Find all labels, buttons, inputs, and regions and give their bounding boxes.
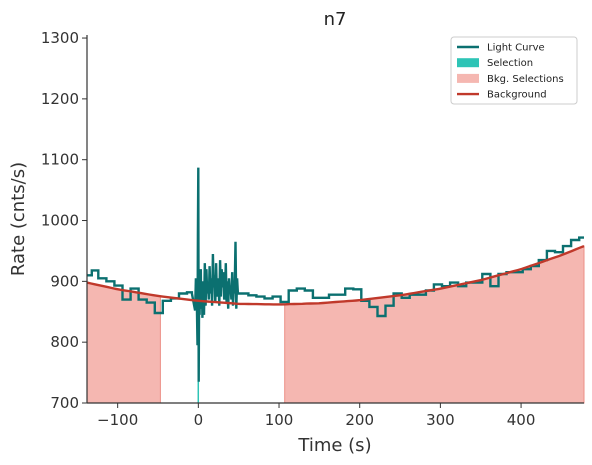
legend-label: Light Curve xyxy=(487,43,545,54)
x-tick-label: 100 xyxy=(265,411,294,429)
legend-label: Selection xyxy=(487,58,533,69)
x-tick-label: 0 xyxy=(194,411,204,429)
x-tick-label: −100 xyxy=(97,411,138,429)
legend-swatch xyxy=(457,58,479,68)
y-axis-label: Rate (cnts/s) xyxy=(8,162,29,276)
legend-swatch xyxy=(457,73,479,83)
legend-label: Background xyxy=(487,90,547,101)
y-tick-label: 800 xyxy=(50,333,79,351)
plot-area xyxy=(86,167,585,404)
y-tick-label: 900 xyxy=(50,272,79,290)
x-tick-label: 200 xyxy=(345,411,374,429)
light-curve-line xyxy=(87,167,584,382)
x-tick-label: 300 xyxy=(426,411,455,429)
y-axis-ticks: 700 800 900 1000 1100 1200 1300 xyxy=(41,29,87,412)
y-tick-label: 1000 xyxy=(41,212,79,230)
x-tick-label: 400 xyxy=(507,411,536,429)
y-tick-label: 1100 xyxy=(41,151,79,169)
legend: Light Curve Selection Bkg. Selections Backg… xyxy=(450,36,578,105)
background-model-line xyxy=(86,244,585,306)
y-tick-label: 700 xyxy=(50,394,79,412)
legend-label: Bkg. Selections xyxy=(487,74,564,85)
bkg-selection-region-2 xyxy=(284,245,585,404)
y-tick-label: 1200 xyxy=(41,90,79,108)
legend-box xyxy=(450,36,578,105)
x-axis-label: Time (s) xyxy=(297,435,371,456)
chart-title: n7 xyxy=(324,9,347,30)
x-axis-ticks: −100 0 100 200 300 400 xyxy=(97,403,535,429)
y-tick-label: 1300 xyxy=(41,29,79,47)
